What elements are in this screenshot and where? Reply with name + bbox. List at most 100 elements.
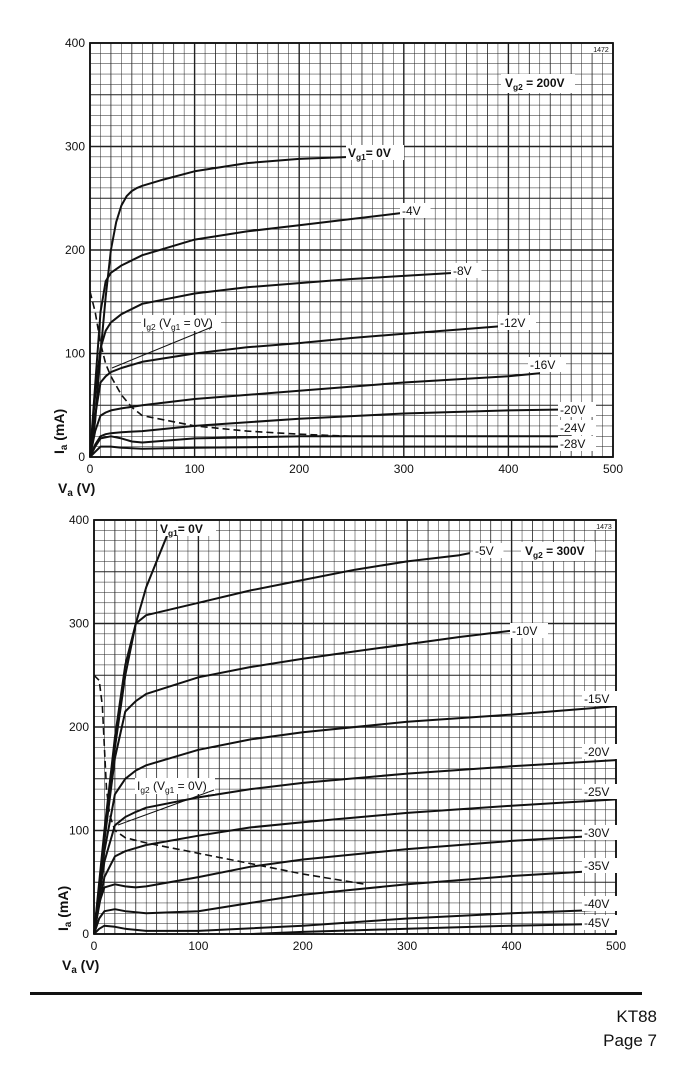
curve-label: -12V [500,316,525,330]
grid-voltage-curve [93,833,617,935]
grid-voltage-curve [93,798,617,935]
curve-label: -35V [584,859,609,873]
x-tick-label: 400 [502,939,522,953]
y-tick-label: 200 [69,720,89,734]
y-tick-label: 400 [69,513,89,527]
curve-label-bg [451,263,482,278]
x-tick-label: 300 [397,939,417,953]
curve-label-bg [528,357,566,372]
curve-label-bg [510,623,548,638]
figure-code-bg [594,521,614,530]
grid-voltage-curve [93,759,617,935]
curve-label: -16V [530,358,555,372]
curve-label: -30V [584,826,609,840]
x-tick-label: 200 [293,939,313,953]
ig2-leader-line [111,326,213,369]
y-tick-label: 200 [65,243,85,257]
curve-label-bg [558,436,596,451]
curve-label-bg [582,858,620,873]
curve-label: -24V [560,421,585,435]
x-tick-label: 500 [603,462,623,476]
page-rule [30,992,642,995]
x-tick-label: 0 [91,939,98,953]
figure-code: 1472 [593,47,609,54]
condition-label: Vg2 = 200V [505,76,565,92]
grid [89,42,614,458]
grid-voltage-curve [250,922,617,935]
curve-label: -40V [584,897,609,911]
ig2-label: Ig2 (Vg1 = 0V) [143,316,213,332]
chart-svg: 0 100 200 300 400 500 0 100 200 300 400 Va (V) Ia (m… [55,513,626,976]
curve-label: -8V [453,264,472,278]
grid-voltage-curve [89,324,509,458]
curve-label: -25V [584,785,609,799]
curve-label: -4V [402,204,421,218]
chart-vg2-200v: 0 100 200 300 400 500 0 100 200 300 400 Va (V) Ia (m… [0,0,700,505]
curve-label-bg [158,521,216,536]
x-tick-label: 200 [289,462,309,476]
y-tick-label: 400 [65,36,85,50]
ig2-curve [93,674,366,886]
y-tick-label: 300 [65,140,85,154]
x-axis-label: Va (V) [62,957,99,976]
figure-code-bg [591,44,611,53]
ig2-curve [89,291,352,438]
x-tick-label: 0 [87,462,94,476]
y-tick-label: 300 [69,617,89,631]
plot-frame [89,42,614,458]
curve-label: -45V [584,916,609,930]
y-axis-label: Ia (mA) [51,409,70,454]
curve-label-bg [346,145,404,160]
curve-label: Vg1= 0V [160,522,203,538]
grid-voltage-curve [93,868,617,935]
y-tick-label: 0 [82,927,89,941]
x-tick-label: 400 [498,462,518,476]
grid-voltage-curve [93,908,617,935]
plot-frame [93,519,617,935]
curve-label-bg [473,543,504,558]
curve-label-bg [558,402,596,417]
curve-label-bg [400,203,431,218]
chart-vg2-300v: 0 100 200 300 400 500 0 100 200 300 400 Va (V) Ia (m… [0,505,700,985]
ig2-label-bg [135,778,215,794]
grid-voltage-curve [89,408,572,458]
grid-voltage-curve [89,435,572,458]
condition-label: Vg2 = 300V [525,544,585,560]
grid-voltage-curve [89,155,352,458]
curve-label: -10V [512,624,537,638]
curve-label: -5V [475,544,494,558]
y-tick-label: 100 [65,347,85,361]
ig2-label: Ig2 (Vg1 = 0V) [137,779,207,795]
chart-svg: 0 100 200 300 400 500 0 100 200 300 400 Va (V) Ia (m… [51,36,623,499]
y-axis-label: Ia (mA) [55,886,74,931]
x-tick-label: 300 [394,462,414,476]
grid-voltage-curve [93,629,512,935]
footer-document-name: KT88 [616,1007,657,1026]
curve-label-bg [558,420,596,435]
curve-label-bg [498,315,536,330]
curve-label-bg [582,915,620,930]
curve-label: Vg1= 0V [348,146,391,162]
ig2-label-bg [141,315,221,331]
y-tick-label: 0 [78,450,85,464]
figure-code: 1473 [596,524,612,531]
curve-label: -15V [584,692,609,706]
curve-label-bg [582,896,620,911]
grid-voltage-curve [89,445,572,458]
grid-voltage-curve [89,211,404,458]
y-tick-label: 100 [69,824,89,838]
curve-label-bg [582,784,620,799]
grid-voltage-curve [93,705,617,935]
grid-voltage-curve [89,372,540,458]
grid-voltage-curve [89,271,457,458]
x-axis-label: Va (V) [58,480,95,499]
ig2-leader-line [117,789,215,826]
x-tick-label: 100 [185,462,205,476]
curve-label: -20V [560,403,585,417]
curve-label-bg [582,744,620,759]
curve-label: -20V [584,745,609,759]
curve-label: -28V [560,437,585,451]
grid-voltage-curve [93,552,470,935]
footer-page-number: Page 7 [603,1031,657,1050]
condition-bg [521,542,595,561]
